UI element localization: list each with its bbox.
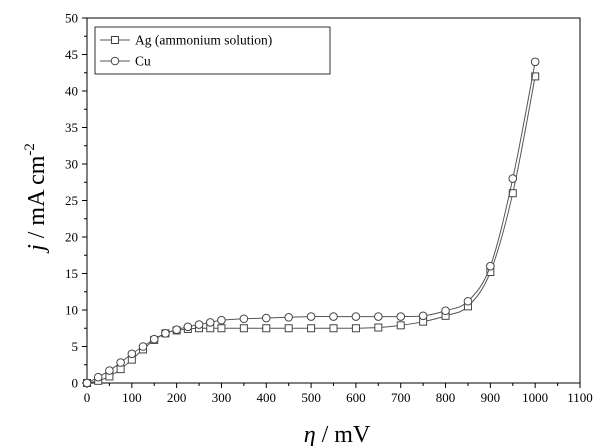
data-point-cu	[127, 349, 137, 359]
data-point-cu	[508, 174, 518, 183]
series-line-cu	[86, 61, 536, 384]
data-point-cu	[161, 329, 170, 338]
y-tick-label: 25	[65, 193, 78, 208]
data-point-cu	[205, 318, 215, 327]
tick-labels: 0 100 200 300 400 500 600 700 800 900 1000 1100 0 5 10…	[65, 11, 593, 406]
data-point-cu	[284, 313, 293, 322]
x-tick-label: 500	[301, 390, 321, 405]
x-tick-label: 200	[167, 390, 187, 405]
data-point-cu	[105, 366, 114, 375]
legend-marker-ag	[111, 36, 119, 44]
y-tick-label: 35	[65, 120, 78, 135]
legend-label-cu: Cu	[135, 54, 151, 69]
data-point-cu	[217, 315, 226, 325]
data-point-cu	[396, 312, 406, 321]
data-point-cu	[194, 320, 204, 329]
data-point-cu	[82, 378, 92, 388]
x-tick-label: 600	[346, 390, 366, 405]
data-point-ag	[284, 324, 293, 333]
y-tick-label: 0	[72, 376, 79, 391]
data-point-cu	[463, 296, 473, 306]
x-tick-label: 400	[257, 390, 277, 405]
data-point-ag	[217, 324, 226, 333]
data-point-ag	[396, 321, 405, 330]
y-axis-title: j / mA cm-2	[22, 143, 50, 254]
data-point-cu	[351, 312, 361, 321]
y-tick-label: 5	[72, 339, 79, 354]
data-point-cu	[418, 311, 428, 321]
x-tick-label: 700	[391, 390, 411, 405]
data-point-cu	[329, 312, 338, 321]
y-tick-label: 40	[65, 84, 78, 99]
x-tick-label: 900	[481, 390, 501, 405]
data-point-cu	[138, 342, 148, 351]
legend-box	[94, 26, 331, 75]
y-tick-label: 10	[65, 303, 78, 318]
series-ag	[83, 72, 540, 387]
data-point-cu	[183, 322, 193, 332]
data-point-cu	[441, 306, 450, 316]
data-point-ag	[531, 72, 540, 81]
data-point-cu	[486, 261, 495, 271]
data-point-ag	[307, 324, 316, 333]
y-tick-label: 50	[65, 11, 78, 26]
x-tick-label: 0	[84, 390, 91, 405]
data-point-cu	[149, 334, 159, 344]
data-point-cu	[530, 57, 540, 67]
x-tick-label: 1000	[522, 390, 548, 405]
data-point-cu	[93, 372, 103, 382]
legend-marker-cu	[110, 56, 120, 66]
legend: Ag (ammonium solution) Cu	[94, 26, 331, 75]
data-point-cu	[116, 358, 125, 367]
data-point-ag	[351, 324, 360, 333]
series-cu	[82, 57, 540, 388]
data-point-cu	[306, 312, 316, 321]
x-tick-label: 300	[212, 390, 232, 405]
data-point-cu	[239, 314, 249, 324]
y-tick-label: 20	[65, 230, 78, 245]
data-point-ag	[262, 324, 271, 333]
y-tick-label: 45	[65, 47, 78, 62]
x-tick-label: 100	[122, 390, 142, 405]
x-axis-title: η / mV	[304, 422, 371, 446]
data-point-cu	[261, 313, 271, 323]
legend-label-ag: Ag (ammonium solution)	[135, 33, 272, 48]
x-tick-label: 800	[436, 390, 456, 405]
data-point-cu	[374, 312, 383, 321]
series-layer	[82, 57, 540, 388]
x-tick-label: 1100	[567, 390, 593, 405]
y-tick-label: 30	[65, 157, 78, 172]
data-point-ag	[374, 323, 383, 332]
data-point-ag	[239, 324, 248, 333]
y-tick-label: 15	[65, 266, 78, 281]
data-point-cu	[172, 325, 181, 335]
data-point-ag	[329, 324, 338, 333]
